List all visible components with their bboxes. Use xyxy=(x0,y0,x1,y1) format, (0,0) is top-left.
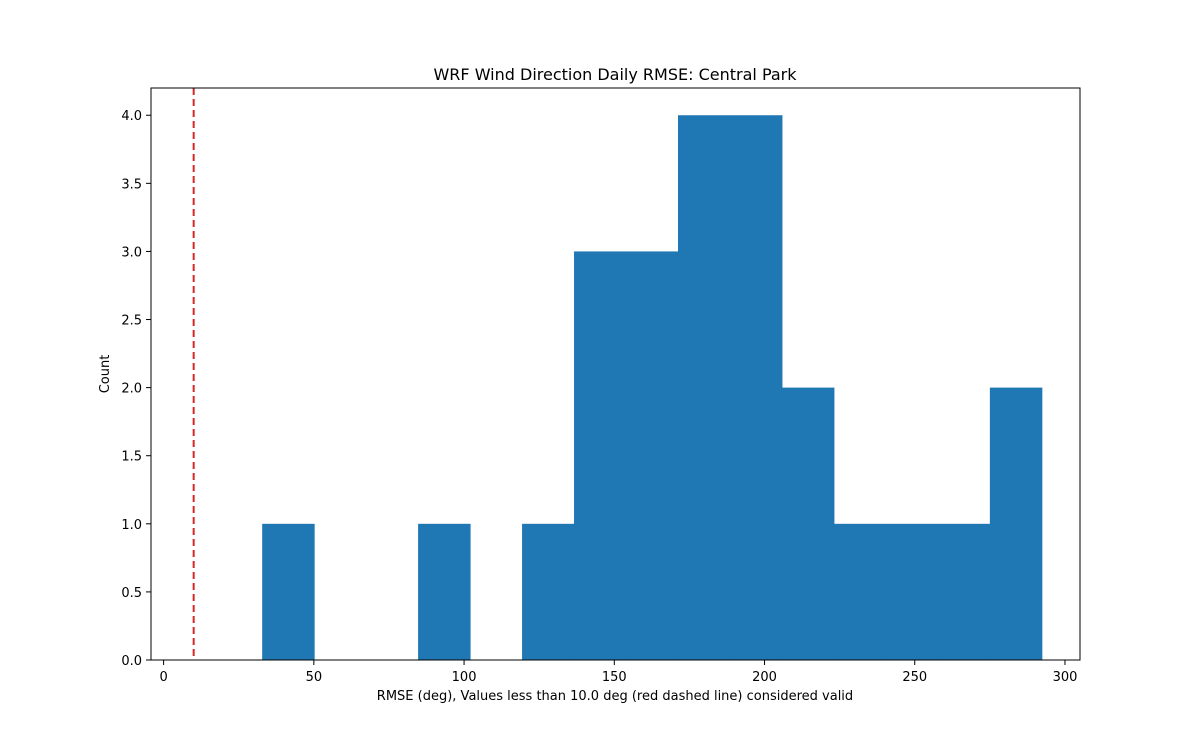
y-tick-label: 1.0 xyxy=(121,518,142,533)
y-tick-label: 2.0 xyxy=(121,382,142,397)
bars-group xyxy=(262,115,1043,660)
histogram-bar xyxy=(781,387,835,660)
y-tick-label: 0.0 xyxy=(121,654,142,669)
x-axis: 0 50 100 150 200 250 300 xyxy=(159,660,1077,685)
x-tick-label: 100 xyxy=(452,670,477,685)
y-axis-label: Count xyxy=(98,355,113,394)
y-tick-label: 4.0 xyxy=(121,109,142,124)
y-tick-label: 1.5 xyxy=(121,450,142,465)
x-tick-label: 300 xyxy=(1053,670,1078,685)
y-tick-label: 3.0 xyxy=(121,245,142,260)
x-axis-label: RMSE (deg), Values less than 10.0 deg (r… xyxy=(377,689,853,704)
histogram-bar xyxy=(989,387,1043,660)
x-tick-label: 0 xyxy=(159,670,167,685)
x-tick-label: 50 xyxy=(306,670,323,685)
y-tick-label: 2.5 xyxy=(121,314,142,329)
histogram-bar xyxy=(626,251,679,660)
x-tick-label: 250 xyxy=(902,670,927,685)
plot-frame xyxy=(150,87,1081,661)
y-tick-label: 3.5 xyxy=(121,177,142,192)
histogram-bar xyxy=(574,251,627,660)
histogram-bar xyxy=(885,523,939,660)
histogram-bar xyxy=(522,523,575,660)
histogram-bar xyxy=(729,115,783,660)
histogram-bar xyxy=(833,523,887,660)
x-tick-label: 150 xyxy=(602,670,627,685)
histogram-bar xyxy=(677,115,731,660)
y-axis: 0.0 0.5 1.0 1.5 2.0 2.5 3.0 3.5 4.0 xyxy=(121,109,151,669)
histogram-bar xyxy=(937,523,991,660)
y-tick-label: 0.5 xyxy=(121,586,142,601)
chart-title: WRF Wind Direction Daily RMSE: Central P… xyxy=(433,65,797,84)
histogram-bar xyxy=(262,523,315,660)
x-tick-label: 200 xyxy=(752,670,777,685)
histogram-bar xyxy=(418,523,471,660)
